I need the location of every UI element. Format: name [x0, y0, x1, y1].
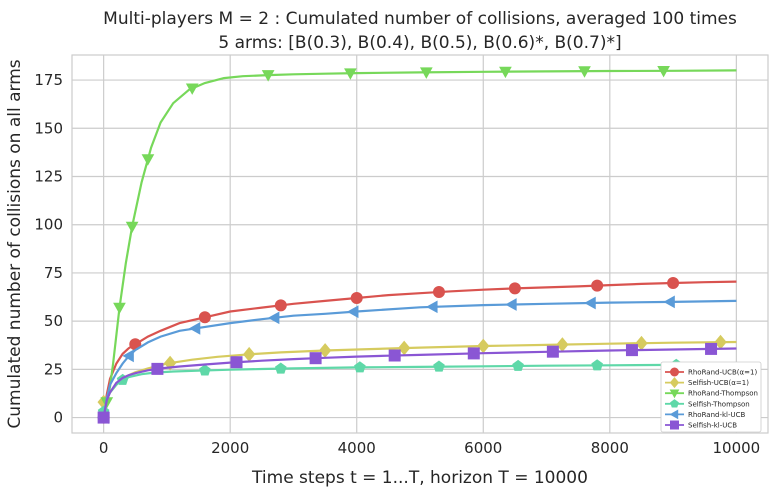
- data-point: [354, 361, 366, 373]
- data-point: [125, 221, 139, 234]
- data-point: [467, 347, 480, 360]
- data-point: [512, 359, 524, 371]
- data-point: [309, 352, 322, 365]
- chart-title: Multi-players M = 2 : Cumulated number o…: [103, 9, 737, 29]
- series-1: [97, 276, 737, 424]
- data-point: [432, 286, 445, 299]
- data-point: [122, 349, 134, 363]
- data-point: [591, 279, 604, 292]
- series-5: [97, 295, 737, 424]
- y-tick-label: 0: [53, 409, 63, 427]
- legend: RhoRand-UCB(α=1) Selfish-UCB(α=1) RhoRand-…: [660, 361, 762, 433]
- data-point: [499, 66, 512, 79]
- data-point: [113, 302, 126, 315]
- data-point: [578, 66, 591, 78]
- data-point: [505, 298, 517, 311]
- x-tick-label: 2000: [211, 439, 249, 457]
- y-tick-label: 25: [44, 360, 63, 378]
- legend-label: RhoRand-UCB(α=1): [688, 369, 757, 377]
- data-point: [388, 349, 401, 362]
- data-point: [426, 300, 438, 314]
- series-line: [102, 347, 737, 418]
- legend-marker: [670, 399, 679, 408]
- data-point: [584, 296, 596, 310]
- legend-marker: [669, 409, 679, 420]
- series-4: [97, 358, 737, 417]
- data-point: [667, 276, 680, 289]
- data-point: [433, 360, 445, 372]
- legend-box: [660, 361, 762, 433]
- x-tick-label: 4000: [338, 439, 376, 457]
- legend-label: RhoRand-Thompson: [688, 390, 758, 398]
- y-tick-label: 125: [34, 168, 63, 186]
- x-tick-label: 0: [99, 439, 109, 457]
- series-lines: [97, 65, 737, 424]
- y-tick-label: 50: [44, 312, 63, 330]
- legend-item: Selfish-UCB(α=1): [665, 377, 749, 389]
- data-point: [705, 342, 718, 355]
- data-point: [185, 83, 199, 95]
- data-point: [230, 356, 243, 369]
- data-point: [419, 67, 433, 79]
- data-point: [199, 364, 211, 376]
- data-point: [344, 68, 357, 80]
- legend-marker: [669, 389, 680, 399]
- legend-marker: [669, 377, 680, 389]
- data-point: [350, 292, 363, 304]
- data-point: [274, 362, 287, 374]
- y-tick-label: 150: [34, 119, 63, 137]
- data-point: [141, 154, 155, 166]
- legend-label: Selfish-UCB(α=1): [688, 379, 749, 387]
- data-point: [657, 65, 670, 78]
- data-point: [663, 295, 675, 309]
- y-tick-label: 75: [44, 264, 63, 282]
- data-point: [625, 344, 638, 357]
- legend-label: RhoRand-kl-UCB: [688, 411, 746, 419]
- legend-marker: [670, 420, 679, 430]
- data-point: [274, 299, 287, 312]
- data-point: [188, 322, 201, 335]
- legend-label: Selfish-Thompson: [688, 400, 750, 408]
- data-point: [546, 345, 559, 358]
- x-axis-label: Time steps t = 1...T, horizon T = 10000: [251, 468, 588, 488]
- legend-item: RhoRand-kl-UCB: [665, 409, 746, 420]
- x-tick-label: 6000: [464, 439, 502, 457]
- chart-subtitle: 5 arms: [B(0.3), B(0.4), B(0.5), B(0.6)*…: [218, 33, 621, 53]
- y-axis-label: Cumulated number of collisions on all ar…: [5, 59, 25, 428]
- y-tick-label: 100: [34, 216, 63, 234]
- data-point: [151, 362, 164, 375]
- data-point: [97, 411, 110, 424]
- data-point: [198, 311, 211, 324]
- tick-labels: 0 2000 4000 6000 8000 10000 0 25 50 75 100 125 150 17…: [34, 71, 760, 457]
- legend-item: Selfish-Thompson: [665, 399, 750, 408]
- data-point: [508, 282, 521, 295]
- y-tick-label: 175: [34, 71, 63, 89]
- series-line: [102, 363, 737, 413]
- data-point: [347, 305, 359, 319]
- legend-item: RhoRand-UCB(α=1): [665, 367, 757, 377]
- legend-item: RhoRand-Thompson: [665, 389, 758, 399]
- legend-item: Selfish-kl-UCB: [665, 420, 737, 430]
- legend-marker: [670, 367, 679, 377]
- series-6: [97, 342, 737, 424]
- x-tick-label: 10000: [713, 439, 761, 457]
- x-tick-label: 8000: [591, 439, 629, 457]
- data-point: [261, 70, 275, 82]
- data-point: [267, 311, 280, 325]
- legend-label: Selfish-kl-UCB: [688, 422, 737, 430]
- data-point: [591, 359, 603, 371]
- series-3: [100, 65, 737, 418]
